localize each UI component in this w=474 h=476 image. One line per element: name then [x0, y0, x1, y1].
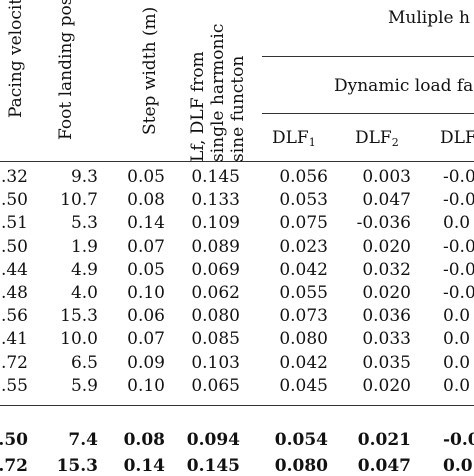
table-cell: 0.0	[443, 306, 471, 327]
table-cell: 1.41	[0, 329, 28, 350]
table-cell: 0.080	[274, 456, 328, 476]
table-cell: 0.023	[279, 236, 328, 257]
table-cell: 0.06	[127, 306, 165, 327]
table-cell: 4.9	[70, 259, 98, 280]
header-bottom-rule	[0, 161, 474, 162]
table-cell: 0.10	[127, 283, 165, 303]
table-cell: 0.042	[279, 352, 328, 373]
table-cell: 1.48	[0, 283, 28, 303]
header-rule-1	[262, 56, 474, 57]
table-cell: -0.036	[356, 213, 411, 234]
table-cell: 0.14	[123, 456, 165, 476]
table-cell: 1.50	[0, 430, 28, 450]
table-cell: 1.51	[0, 213, 28, 234]
table-cell: 0.020	[362, 283, 411, 303]
table-cell: -0.0	[443, 283, 474, 303]
table-cell: 0.020	[362, 375, 411, 396]
table-cell: 0.020	[362, 236, 411, 257]
table-cell: -0.0	[443, 236, 474, 257]
table-cell: 5.3	[70, 213, 98, 234]
table-cell: 0.14	[127, 213, 165, 234]
table-cell: 0.003	[362, 167, 411, 187]
table-cell: 0.053	[279, 190, 328, 211]
table-cell: 1.72	[0, 352, 28, 373]
table-cell: 0.08	[123, 430, 165, 450]
header-dlf-group: Dynamic load fac	[334, 76, 474, 96]
table-cell: 1.55	[0, 375, 28, 396]
table-cell: 0.065	[191, 375, 240, 396]
table-cell: 0.085	[191, 329, 240, 350]
table-cell: 15.3	[56, 456, 98, 476]
table-cell: 1.56	[0, 306, 28, 327]
table-cell: 0.069	[191, 259, 240, 280]
table-cell: 4.0	[70, 283, 98, 303]
table-cell: 0.0	[443, 329, 471, 350]
table-cell: 0.047	[362, 190, 411, 211]
table-cell: 1.9	[70, 236, 98, 257]
table-cell: 9.3	[70, 167, 98, 187]
table-cell: 2.32	[0, 167, 28, 187]
header-multiple-harmonic: Muliple h	[388, 8, 470, 28]
table-cell: 0.133	[191, 190, 240, 211]
table-cell: 0.07	[127, 236, 165, 257]
table-cell: 7.4	[68, 430, 98, 450]
table-cell: 0.062	[191, 283, 240, 303]
table-cell: 0.042	[279, 259, 328, 280]
table-cell: 1.50	[0, 236, 28, 257]
table-cell: 6.5	[70, 352, 98, 373]
table-cell: 0.07	[127, 329, 165, 350]
table-cell: 5.9	[70, 375, 98, 396]
header-dlf3: DLF	[440, 128, 474, 148]
table-cell: 0.033	[362, 329, 411, 350]
table-cell: 0.05	[127, 259, 165, 280]
table-cell: 0.0	[443, 213, 471, 234]
table-cell: 1.50	[0, 190, 28, 211]
table-cell: 0.047	[357, 456, 411, 476]
table-cell: 0.145	[186, 456, 240, 476]
header-dlf1: DLF1	[272, 128, 316, 149]
table-cell: 0.056	[279, 167, 328, 187]
table-cell: 10.7	[60, 190, 98, 211]
table-cell: 0.089	[191, 236, 240, 257]
table-cell: 15.3	[60, 306, 98, 327]
table-cell: 0.032	[362, 259, 411, 280]
table-cell: 0.109	[191, 213, 240, 234]
table-cell: 0.10	[127, 375, 165, 396]
table-cell: -0.0	[443, 190, 474, 211]
table-cell: 0.055	[279, 283, 328, 303]
table-cell: 0.075	[279, 213, 328, 234]
table-cell: 0.0	[443, 456, 473, 476]
table-cell: 0.08	[127, 190, 165, 211]
table-cell: 0.0	[443, 375, 471, 396]
table-cell: 1.44	[0, 259, 28, 280]
header-rule-2	[262, 113, 474, 114]
table-cell: 0.09	[127, 352, 165, 373]
table-cell: 0.035	[362, 352, 411, 373]
header-dlf2: DLF2	[355, 128, 399, 149]
table-cell: -0.0	[443, 259, 474, 280]
table-cell: 0.045	[279, 375, 328, 396]
table-cell: 0.05	[127, 167, 165, 187]
table-cell: 0.054	[274, 430, 328, 450]
table-cell: 0.080	[191, 306, 240, 327]
table-cell: -0.0	[443, 430, 474, 450]
table-cell: 0.0	[443, 352, 471, 373]
table-cell: 0.021	[357, 430, 411, 450]
table-cell: 0.036	[362, 306, 411, 327]
table-cell: 0.094	[186, 430, 240, 450]
table-cell: 0.080	[279, 329, 328, 350]
table-cell: 0.073	[279, 306, 328, 327]
table-cell: 1.72	[0, 456, 28, 476]
summary-rule	[0, 405, 474, 406]
table-cell: -0.0	[443, 167, 474, 187]
table-cell: 10.0	[60, 329, 98, 350]
table-cell: 0.145	[191, 167, 240, 187]
table-cell: 0.103	[191, 352, 240, 373]
